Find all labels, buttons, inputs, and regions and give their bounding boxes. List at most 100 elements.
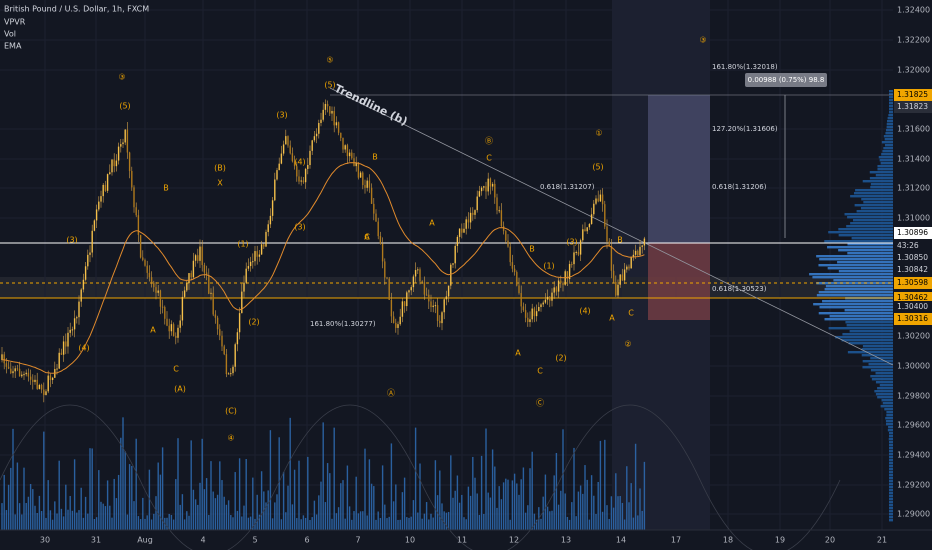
volume-bar	[617, 496, 619, 530]
candle	[423, 282, 426, 295]
volume-bar	[311, 517, 313, 530]
volume-bar	[419, 463, 421, 530]
volume-bar	[623, 519, 626, 530]
volume-bar	[186, 511, 188, 530]
indicator[interactable]: VPVR	[4, 18, 26, 27]
candle	[49, 375, 52, 381]
profile-bar	[882, 150, 893, 153]
volume-bar	[491, 449, 494, 530]
trendline	[329, 87, 894, 366]
volume-bar	[271, 518, 274, 530]
indicator[interactable]: Vol	[4, 30, 16, 39]
candle	[227, 373, 230, 375]
volume-bar	[549, 511, 551, 530]
candle	[348, 152, 351, 157]
wave-label: (1)	[543, 262, 554, 271]
candle	[133, 187, 135, 208]
volume-bar	[364, 448, 366, 530]
candle	[425, 294, 428, 296]
price-label: 1.32200	[897, 36, 930, 45]
profile-bar	[874, 390, 893, 393]
profile-bar	[853, 192, 893, 195]
profile-bar	[880, 405, 893, 408]
stop-zone	[648, 243, 710, 320]
candle	[197, 255, 199, 261]
candle	[214, 314, 217, 318]
volume-bar	[201, 438, 203, 530]
volume-bar	[298, 460, 300, 530]
volume-bar	[82, 517, 85, 530]
volume-bar	[205, 478, 208, 530]
profile-bar	[889, 441, 893, 444]
volume-bar	[265, 502, 267, 530]
volume-bar	[300, 519, 302, 530]
profile-bar	[885, 132, 893, 135]
candle	[153, 282, 155, 288]
candle	[113, 159, 115, 167]
level-label: 0.618(1.30523)	[712, 285, 767, 293]
profile-bar	[889, 450, 893, 453]
candle	[104, 184, 107, 191]
wave-label: (5)	[592, 163, 603, 172]
candle	[540, 304, 542, 308]
volume-bar	[465, 519, 467, 530]
profile-bar	[847, 252, 893, 255]
indicator[interactable]: EMA	[4, 42, 22, 51]
volume-bar	[278, 437, 280, 530]
candle	[368, 180, 371, 188]
volume-bar	[597, 481, 599, 530]
volume-bar	[606, 505, 608, 530]
volume-bar	[148, 469, 151, 530]
volume-bar	[126, 514, 129, 530]
volume-bar	[14, 514, 16, 530]
volume-bar	[608, 518, 610, 530]
volume-bar	[29, 483, 32, 530]
candle	[359, 172, 362, 178]
profile-bar	[889, 111, 893, 114]
profile-bar	[881, 141, 893, 144]
profile-bar	[846, 225, 893, 228]
candle	[421, 281, 423, 283]
profile-bar	[861, 348, 893, 351]
wave-label: C	[173, 365, 179, 374]
profile-bar	[838, 234, 893, 237]
price-tag-bg	[894, 277, 932, 289]
price-tag-bg	[894, 301, 932, 313]
volume-bar	[245, 458, 247, 530]
candle	[553, 287, 555, 293]
profile-bar	[879, 384, 893, 387]
candle	[566, 271, 569, 280]
volume-bar	[38, 495, 41, 530]
grid	[0, 0, 893, 530]
candle	[597, 198, 599, 202]
candle	[428, 294, 430, 302]
candle	[38, 384, 41, 389]
profile-bar	[882, 402, 893, 405]
volume-bar	[155, 496, 157, 530]
volume-bar	[36, 512, 38, 530]
price-label: 1.31200	[897, 184, 930, 193]
candle	[168, 325, 170, 332]
candle	[234, 344, 236, 367]
volume-bar	[221, 480, 223, 530]
profile-bar	[889, 444, 893, 447]
volume-bar	[562, 429, 564, 530]
wave-label: (5)	[119, 102, 130, 111]
time-label: 19	[775, 536, 785, 545]
candle	[586, 227, 588, 232]
wave-label: C	[486, 154, 492, 163]
candle	[408, 290, 410, 293]
volume-bar	[527, 505, 529, 530]
candle	[69, 329, 71, 333]
wave-label: Ⓐ	[387, 389, 395, 398]
candle	[34, 379, 36, 382]
wave-label: A	[364, 233, 370, 242]
volume-bar	[280, 519, 283, 530]
volume-bar	[170, 514, 173, 530]
volume-bar	[241, 516, 243, 530]
volume-bar	[546, 506, 549, 530]
candle	[496, 197, 498, 211]
volume-bar	[337, 507, 340, 530]
candle	[447, 285, 450, 297]
candle	[51, 377, 54, 381]
